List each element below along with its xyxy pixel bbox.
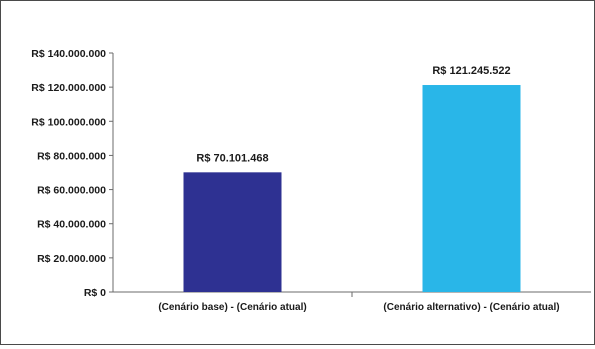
data-labels: R$ 70.101.468 R$ 121.245.522 [196, 65, 510, 164]
y-tick-label: R$ 100.000.000 [31, 116, 106, 128]
y-axis-ticks: R$ 0 R$ 20.000.000 R$ 40.000.000 R$ 60.000.… [31, 48, 353, 299]
y-tick-label: R$ 20.000.000 [37, 253, 106, 265]
y-tick-label: R$ 60.000.000 [37, 185, 106, 197]
y-tick-label: R$ 140.000.000 [31, 48, 106, 60]
bar [183, 172, 282, 292]
bar-series [183, 85, 521, 292]
x-axis-categories: (Cenário base) - (Cenário atual) (Cenário… [158, 302, 559, 313]
y-tick-label: R$ 80.000.000 [37, 150, 106, 162]
bar-data-label: R$ 121.245.522 [432, 65, 510, 77]
bar-data-label: R$ 70.101.468 [196, 152, 268, 164]
x-category-label: (Cenário base) - (Cenário atual) [158, 302, 306, 313]
x-category-label: (Cenário alternativo) - (Cenário atual) [383, 302, 559, 313]
y-tick-label: R$ 40.000.000 [37, 219, 106, 231]
bar-chart: R$ 0 R$ 20.000.000 R$ 40.000.000 R$ 60.000.… [31, 48, 591, 313]
bar [422, 85, 521, 292]
y-tick-label: R$ 0 [84, 287, 106, 299]
y-tick-label: R$ 120.000.000 [31, 82, 106, 94]
